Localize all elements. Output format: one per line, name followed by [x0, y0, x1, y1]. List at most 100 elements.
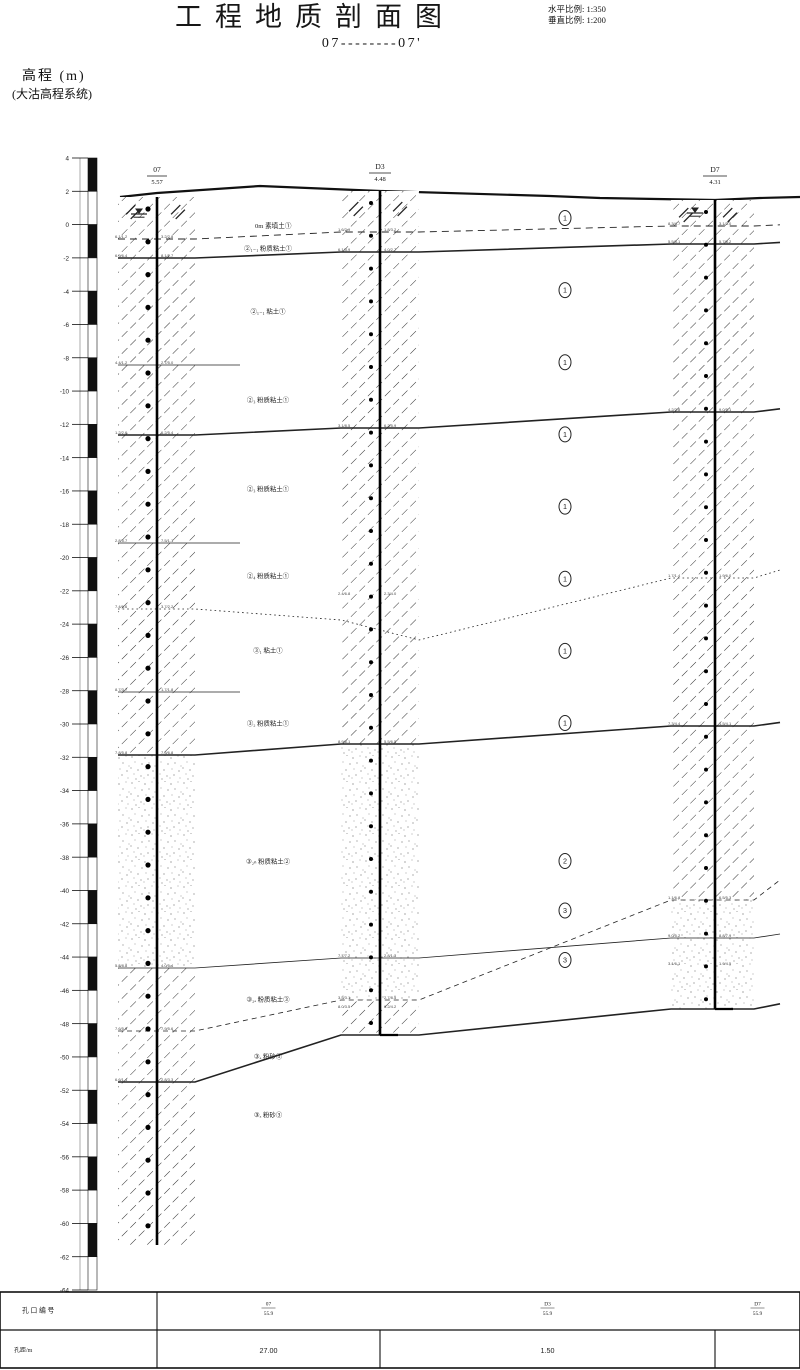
- svg-text:1: 1: [563, 719, 567, 728]
- svg-text:1: 1: [563, 430, 567, 439]
- svg-text:7.6/5.9: 7.6/5.9: [115, 1026, 128, 1031]
- svg-text:5.57: 5.57: [151, 179, 163, 186]
- svg-text:07--------07': 07--------07': [322, 36, 422, 51]
- svg-text:D3: D3: [375, 162, 384, 171]
- svg-text:0: 0: [65, 222, 69, 229]
- svg-text:2.7/5.0: 2.7/5.0: [161, 360, 174, 365]
- svg-text:3: 3: [563, 906, 567, 915]
- svg-text:6.9/6.4: 6.9/6.4: [115, 253, 128, 258]
- svg-text:-52: -52: [60, 1088, 70, 1095]
- svg-text:4: 4: [65, 156, 69, 163]
- svg-text:-38: -38: [60, 855, 70, 862]
- svg-text:-2: -2: [63, 255, 69, 262]
- svg-text:5.3/8.8: 5.3/8.8: [115, 963, 128, 968]
- svg-text:9.0/5.1: 9.0/5.1: [719, 407, 732, 412]
- svg-text:4.4/1.2: 4.4/1.2: [115, 360, 128, 365]
- svg-text:6.1/3.9: 6.1/3.9: [338, 247, 351, 252]
- svg-text:27.00: 27.00: [260, 1346, 278, 1355]
- svg-text:-16: -16: [60, 489, 70, 496]
- svg-text:1.8/3.2: 1.8/3.2: [384, 227, 397, 232]
- svg-text:-64: -64: [60, 1288, 70, 1295]
- svg-text:③₂ₙ 粉质粘土②: ③₂ₙ 粉质粘土②: [246, 857, 291, 866]
- svg-text:3.1/8.5: 3.1/8.5: [338, 423, 351, 428]
- svg-text:D3: D3: [544, 1302, 551, 1308]
- svg-text:-4: -4: [63, 289, 69, 296]
- svg-text:8.8/7.9: 8.8/7.9: [719, 933, 732, 938]
- svg-text:7.3/4.4: 7.3/4.4: [668, 721, 681, 726]
- svg-text:3.1/3.0: 3.1/3.0: [719, 221, 732, 226]
- svg-text:2.4/6.8: 2.4/6.8: [338, 591, 351, 596]
- svg-text:1.9/6.0: 1.9/6.0: [719, 573, 732, 578]
- svg-text:1.2/2.6: 1.2/2.6: [115, 430, 128, 435]
- svg-text:5.5/3.1: 5.5/3.1: [668, 239, 681, 244]
- svg-text:2: 2: [563, 857, 567, 866]
- svg-text:1.9/4.5: 1.9/4.5: [719, 961, 732, 966]
- svg-text:D7: D7: [754, 1302, 761, 1308]
- svg-text:3.1/6.1: 3.1/6.1: [668, 961, 681, 966]
- svg-text:7.4/6.6: 7.4/6.6: [115, 604, 128, 609]
- svg-text:1: 1: [563, 214, 567, 223]
- svg-text:-12: -12: [60, 422, 70, 429]
- svg-text:1.1/6.8: 1.1/6.8: [668, 895, 681, 900]
- svg-text:水平比例: 1:350: 水平比例: 1:350: [548, 4, 606, 14]
- svg-text:1: 1: [563, 358, 567, 367]
- svg-text:孔距/m: 孔距/m: [14, 1346, 33, 1354]
- svg-text:8.0/3.5: 8.0/3.5: [338, 1004, 351, 1009]
- svg-text:-42: -42: [60, 921, 70, 928]
- svg-text:1.50: 1.50: [541, 1346, 555, 1355]
- svg-text:8.3/4.7: 8.3/4.7: [668, 221, 681, 226]
- svg-text:-6: -6: [63, 322, 69, 329]
- svg-text:7.9/5.6: 7.9/5.6: [161, 1026, 174, 1031]
- svg-text:1: 1: [563, 502, 567, 511]
- svg-text:2.3/4.0: 2.3/4.0: [384, 591, 397, 596]
- svg-text:9.0/5.2: 9.0/5.2: [668, 933, 681, 938]
- svg-text:-62: -62: [60, 1254, 70, 1261]
- svg-text:2.8/1.3: 2.8/1.3: [384, 953, 397, 958]
- svg-text:2: 2: [65, 189, 69, 196]
- svg-text:-32: -32: [60, 755, 70, 762]
- svg-text:4.48: 4.48: [374, 176, 385, 183]
- svg-text:1: 1: [563, 574, 567, 583]
- svg-text:-26: -26: [60, 655, 70, 662]
- svg-text:1.7/1.4: 1.7/1.4: [668, 573, 681, 578]
- svg-text:1.6/2.9: 1.6/2.9: [338, 227, 351, 232]
- svg-text:③ₐ 粉砂③: ③ₐ 粉砂③: [254, 1110, 283, 1119]
- svg-text:-10: -10: [60, 389, 70, 396]
- svg-text:(大沽高程系统): (大沽高程系统): [12, 86, 92, 101]
- svg-text:1: 1: [563, 647, 567, 656]
- svg-text:4.0/2.7: 4.0/2.7: [384, 247, 397, 252]
- svg-text:-60: -60: [60, 1221, 70, 1228]
- svg-text:55.9: 55.9: [264, 1311, 274, 1317]
- svg-text:8.9/6.1: 8.9/6.1: [338, 739, 351, 744]
- svg-text:-8: -8: [63, 355, 69, 362]
- svg-text:6.5/5.3: 6.5/5.3: [719, 895, 732, 900]
- svg-text:-24: -24: [60, 622, 70, 629]
- svg-text:4.31: 4.31: [709, 179, 720, 186]
- svg-text:8.1/1.7: 8.1/1.7: [161, 253, 174, 258]
- svg-text:3.2/2.8: 3.2/2.8: [161, 234, 174, 239]
- svg-text:6.2/5.4: 6.2/5.4: [161, 430, 174, 435]
- svg-text:-58: -58: [60, 1188, 70, 1195]
- svg-text:-20: -20: [60, 555, 70, 562]
- svg-text:0m 素填土①: 0m 素填土①: [255, 221, 292, 230]
- svg-text:5.5/6.5: 5.5/6.5: [384, 739, 397, 744]
- svg-text:②₃ 粉质粘土①: ②₃ 粉质粘土①: [247, 395, 290, 404]
- svg-text:2.7/8.5: 2.7/8.5: [384, 995, 397, 1000]
- svg-text:-14: -14: [60, 455, 70, 462]
- svg-text:1.7/1.8: 1.7/1.8: [161, 687, 174, 692]
- svg-text:3: 3: [563, 956, 567, 965]
- svg-text:7.5/6.8: 7.5/6.8: [161, 750, 174, 755]
- svg-text:-56: -56: [60, 1154, 70, 1161]
- svg-text:1.5/4.1: 1.5/4.1: [719, 721, 732, 726]
- svg-text:③ₐ 粉砂③: ③ₐ 粉砂③: [254, 1052, 283, 1061]
- svg-text:-22: -22: [60, 588, 70, 595]
- svg-text:7.7/7.2: 7.7/7.2: [338, 953, 351, 958]
- svg-text:-30: -30: [60, 722, 70, 729]
- svg-text:-48: -48: [60, 1021, 70, 1028]
- svg-text:③₁ 粘土①: ③₁ 粘土①: [253, 646, 283, 655]
- svg-text:4.2/2.8: 4.2/2.8: [668, 407, 681, 412]
- svg-text:7.8/5.8: 7.8/5.8: [115, 750, 128, 755]
- svg-text:-40: -40: [60, 888, 70, 895]
- svg-text:高程 (m): 高程 (m): [22, 67, 86, 84]
- svg-text:垂直比例: 1:200: 垂直比例: 1:200: [548, 15, 606, 25]
